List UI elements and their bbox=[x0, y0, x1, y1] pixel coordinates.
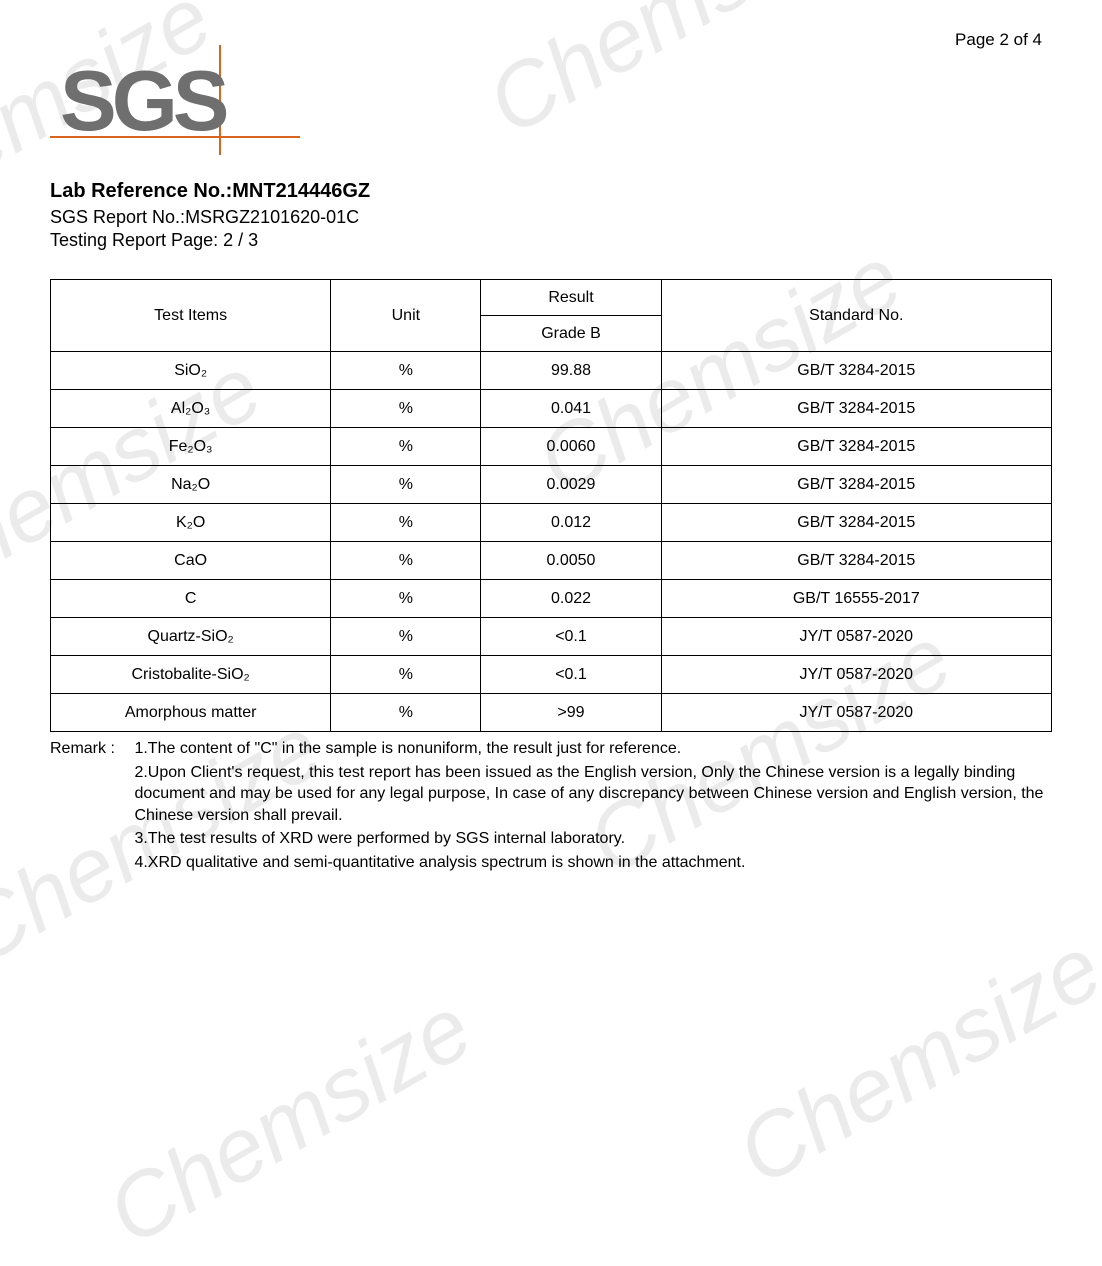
table-row: Amorphous matter%>99JY/T 0587-2020 bbox=[51, 694, 1052, 732]
table-row: K₂O%0.012GB/T 3284-2015 bbox=[51, 504, 1052, 542]
cell-item: C bbox=[51, 580, 331, 618]
results-table-wrap: Test Items Unit Result Standard No. Grad… bbox=[50, 279, 1052, 732]
cell-item: Cristobalite-SiO₂ bbox=[51, 656, 331, 694]
cell-item: Fe₂O₃ bbox=[51, 428, 331, 466]
sgs-logo: SGS bbox=[50, 45, 1052, 155]
cell-unit: % bbox=[331, 390, 481, 428]
cell-item: Na₂O bbox=[51, 466, 331, 504]
cell-unit: % bbox=[331, 466, 481, 504]
table-head: Test Items Unit Result Standard No. Grad… bbox=[51, 280, 1052, 352]
cell-item: Al₂O₃ bbox=[51, 390, 331, 428]
remark-block: Remark : 1.The content of "C" in the sam… bbox=[50, 738, 1052, 876]
cell-unit: % bbox=[331, 542, 481, 580]
cell-result: 0.0050 bbox=[481, 542, 661, 580]
cell-unit: % bbox=[331, 504, 481, 542]
remark-line: 3.The test results of XRD were performed… bbox=[134, 828, 1046, 850]
lab-ref-value: MNT214446GZ bbox=[232, 180, 370, 202]
remark-body: 1.The content of "C" in the sample is no… bbox=[134, 738, 1046, 876]
cell-standard: GB/T 3284-2015 bbox=[661, 466, 1051, 504]
table-row: CaO%0.0050GB/T 3284-2015 bbox=[51, 542, 1052, 580]
cell-result: <0.1 bbox=[481, 618, 661, 656]
cell-item: SiO₂ bbox=[51, 352, 331, 390]
testing-page-value: 2 / 3 bbox=[223, 230, 258, 250]
cell-unit: % bbox=[331, 694, 481, 732]
lab-reference-line: Lab Reference No.:MNT214446GZ bbox=[50, 180, 1052, 203]
cell-unit: % bbox=[331, 656, 481, 694]
cell-unit: % bbox=[331, 428, 481, 466]
cell-standard: JY/T 0587-2020 bbox=[661, 656, 1051, 694]
cell-standard: GB/T 16555-2017 bbox=[661, 580, 1051, 618]
remark-line: 1.The content of "C" in the sample is no… bbox=[134, 738, 1046, 760]
table-row: Na₂O%0.0029GB/T 3284-2015 bbox=[51, 466, 1052, 504]
cell-result: 0.022 bbox=[481, 580, 661, 618]
table-row: Cristobalite-SiO₂%<0.1JY/T 0587-2020 bbox=[51, 656, 1052, 694]
remark-line: 2.Upon Client's request, this test repor… bbox=[134, 762, 1046, 827]
remark-line: 4.XRD qualitative and semi-quantitative … bbox=[134, 852, 1046, 874]
cell-standard: GB/T 3284-2015 bbox=[661, 390, 1051, 428]
cell-standard: GB/T 3284-2015 bbox=[661, 352, 1051, 390]
cell-result: 0.012 bbox=[481, 504, 661, 542]
sgs-report-label: SGS Report No.: bbox=[50, 207, 185, 227]
table-row: SiO₂%99.88GB/T 3284-2015 bbox=[51, 352, 1052, 390]
cell-result: 0.0060 bbox=[481, 428, 661, 466]
table-row: Quartz-SiO₂%<0.1JY/T 0587-2020 bbox=[51, 618, 1052, 656]
table-header-row-1: Test Items Unit Result Standard No. bbox=[51, 280, 1052, 316]
cell-standard: GB/T 3284-2015 bbox=[661, 542, 1051, 580]
cell-unit: % bbox=[331, 580, 481, 618]
cell-result: <0.1 bbox=[481, 656, 661, 694]
cell-item: K₂O bbox=[51, 504, 331, 542]
sgs-report-line: SGS Report No.:MSRGZ2101620-01C bbox=[50, 207, 1052, 228]
page-content: Page 2 of 4 SGS Lab Reference No.:MNT214… bbox=[0, 0, 1102, 916]
cell-item: CaO bbox=[51, 542, 331, 580]
sgs-report-value: MSRGZ2101620-01C bbox=[185, 207, 359, 227]
watermark-text: Chemsize bbox=[721, 917, 1102, 1206]
testing-page-label: Testing Report Page: bbox=[50, 230, 218, 250]
cell-unit: % bbox=[331, 352, 481, 390]
th-test-items: Test Items bbox=[51, 280, 331, 352]
sgs-logo-svg: SGS bbox=[50, 45, 300, 155]
lab-ref-label: Lab Reference No.: bbox=[50, 180, 232, 202]
remark-label: Remark : bbox=[50, 738, 130, 760]
cell-result: 0.041 bbox=[481, 390, 661, 428]
table-row: C%0.022GB/T 16555-2017 bbox=[51, 580, 1052, 618]
table-body: SiO₂%99.88GB/T 3284-2015Al₂O₃%0.041GB/T … bbox=[51, 352, 1052, 732]
th-grade: Grade B bbox=[481, 316, 661, 352]
cell-result: 0.0029 bbox=[481, 466, 661, 504]
cell-item: Amorphous matter bbox=[51, 694, 331, 732]
th-result: Result bbox=[481, 280, 661, 316]
reference-block: Lab Reference No.:MNT214446GZ SGS Report… bbox=[50, 180, 1052, 251]
results-table: Test Items Unit Result Standard No. Grad… bbox=[50, 279, 1052, 732]
table-row: Fe₂O₃%0.0060GB/T 3284-2015 bbox=[51, 428, 1052, 466]
cell-standard: JY/T 0587-2020 bbox=[661, 618, 1051, 656]
cell-standard: GB/T 3284-2015 bbox=[661, 504, 1051, 542]
th-unit: Unit bbox=[331, 280, 481, 352]
cell-unit: % bbox=[331, 618, 481, 656]
testing-page-line: Testing Report Page: 2 / 3 bbox=[50, 230, 1052, 251]
cell-result: >99 bbox=[481, 694, 661, 732]
cell-item: Quartz-SiO₂ bbox=[51, 618, 331, 656]
cell-standard: JY/T 0587-2020 bbox=[661, 694, 1051, 732]
watermark-text: Chemsize bbox=[91, 977, 489, 1266]
th-standard: Standard No. bbox=[661, 280, 1051, 352]
svg-text:SGS: SGS bbox=[60, 54, 227, 149]
table-row: Al₂O₃%0.041GB/T 3284-2015 bbox=[51, 390, 1052, 428]
cell-result: 99.88 bbox=[481, 352, 661, 390]
cell-standard: GB/T 3284-2015 bbox=[661, 428, 1051, 466]
